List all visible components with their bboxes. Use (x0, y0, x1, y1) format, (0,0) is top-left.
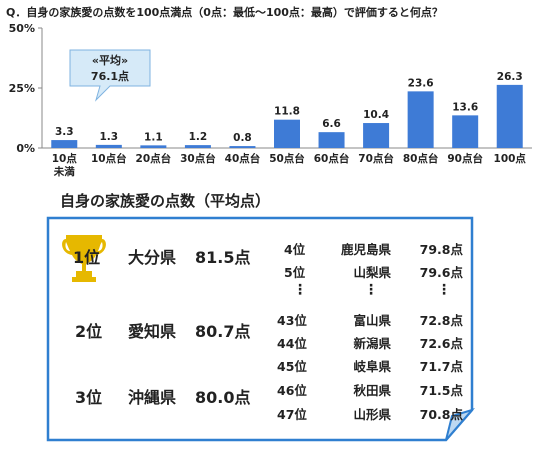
bar (318, 132, 345, 148)
score: 70.8点 (419, 407, 463, 422)
score: 79.6点 (419, 265, 463, 280)
rank: 5位 (284, 265, 306, 280)
score: 71.5点 (419, 383, 463, 398)
ellipsis: ⋮ (364, 282, 378, 298)
bar (140, 145, 167, 148)
x-tick-label: 未満 (53, 165, 75, 178)
callout-shape (69, 49, 151, 102)
callout-value: 76.1点 (91, 69, 129, 83)
bar (95, 144, 122, 148)
bar (274, 119, 300, 148)
prefecture: 鹿児島県 (340, 242, 391, 257)
callout-label: «平均» (92, 53, 128, 67)
question-text: Q．自身の家族愛の点数を100点満点（0点：最低～100点：最高）で評価すると何… (6, 6, 443, 19)
trophy-icon (62, 235, 106, 282)
data-label: 1.1 (144, 131, 163, 143)
ranking-frame (46, 216, 474, 442)
x-tick-label: 50点台 (269, 152, 305, 165)
x-tick-label: 10点台 (91, 152, 127, 165)
top-prefecture: 愛知県 (128, 322, 177, 341)
top-rank: 2位 (75, 322, 103, 341)
data-label: 13.6 (452, 101, 478, 113)
data-label: 11.8 (274, 106, 300, 118)
top-prefecture: 大分県 (128, 248, 177, 267)
ranking-title: 自身の家族愛の点数（平均点） (60, 192, 271, 210)
rank: 45位 (277, 359, 307, 374)
ellipsis: ⋮ (293, 282, 307, 298)
ellipsis: ⋮ (437, 282, 451, 298)
bar (184, 145, 211, 148)
y-tick-label: 50% (9, 22, 35, 35)
data-label: 1.2 (189, 131, 208, 143)
top-score: 80.7点 (195, 322, 251, 341)
bar (363, 123, 390, 148)
bar (452, 115, 479, 148)
data-label: 1.3 (100, 131, 119, 143)
bar (496, 84, 523, 148)
score: 79.8点 (419, 242, 463, 257)
average-callout: «平均» 76.1点 (69, 49, 151, 102)
rank: 46位 (277, 383, 307, 398)
x-tick-label: 100点 (494, 152, 527, 165)
score: 72.6点 (419, 336, 463, 351)
x-tick-label: 80点台 (403, 152, 439, 165)
bar (407, 91, 434, 148)
ranking-frame-fold (445, 408, 476, 441)
data-label: 3.3 (55, 126, 74, 138)
x-tick-label: 30点台 (180, 152, 216, 165)
x-tick-label: 20点台 (136, 152, 172, 165)
score: 71.7点 (419, 359, 463, 374)
prefecture: 山梨県 (353, 265, 391, 280)
prefecture: 秋田県 (353, 383, 391, 398)
rank: 4位 (284, 242, 306, 257)
x-tick-label: 70点台 (358, 152, 394, 165)
rank: 44位 (277, 336, 307, 351)
x-tick-label: 90点台 (447, 152, 483, 165)
rank: 43位 (277, 313, 307, 328)
data-label: 0.8 (233, 132, 252, 144)
y-tick-label: 0% (16, 142, 35, 155)
rank: 47位 (277, 407, 307, 422)
x-tick-label: 60点台 (314, 152, 350, 165)
top-rank: 1位 (73, 248, 101, 267)
data-label: 10.4 (363, 109, 389, 121)
score: 72.8点 (419, 313, 463, 328)
prefecture: 新潟県 (353, 336, 391, 351)
top-score: 80.0点 (195, 388, 251, 407)
y-tick-label: 25% (9, 82, 35, 95)
top-score: 81.5点 (195, 248, 251, 267)
data-label: 23.6 (408, 77, 434, 89)
bar (229, 146, 256, 148)
data-label: 26.3 (497, 71, 523, 83)
prefecture: 岐阜県 (353, 359, 391, 374)
bar (51, 140, 78, 148)
top-prefecture: 沖縄県 (128, 388, 177, 407)
top-rank: 3位 (75, 388, 103, 407)
x-tick-label: 10点 (52, 152, 78, 165)
x-tick-label: 40点台 (225, 152, 261, 165)
prefecture: 山形県 (353, 407, 391, 422)
prefecture: 富山県 (353, 313, 391, 328)
data-label: 6.6 (322, 118, 341, 130)
